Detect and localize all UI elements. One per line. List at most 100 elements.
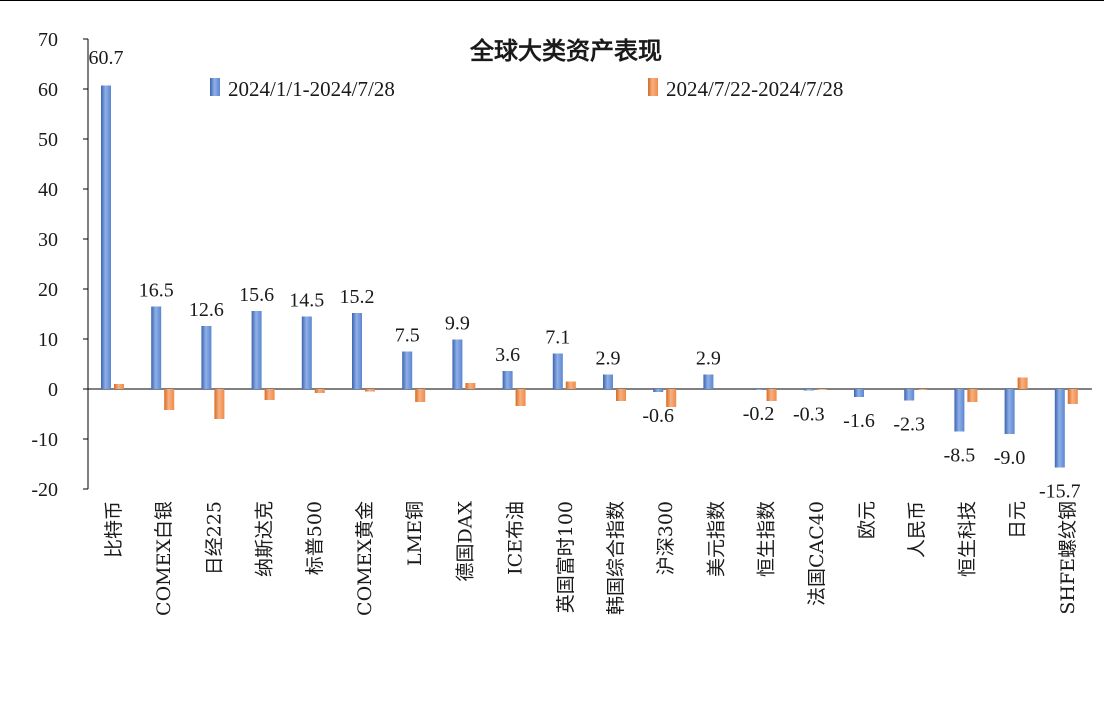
legend-label-series2: 2024/7/22-2024/7/28 — [666, 77, 843, 101]
data-label: -2.3 — [893, 414, 925, 436]
bar-series2-4 — [264, 389, 275, 400]
bar-series1-2 — [151, 306, 162, 389]
y-tick-label: -20 — [31, 479, 58, 501]
data-label: 15.2 — [340, 286, 375, 308]
data-label: -9.0 — [994, 447, 1026, 469]
legend: 2024/1/1-2024/7/28 2024/7/22-2024/7/28 — [210, 77, 843, 101]
category-label: 法国CAC40 — [806, 501, 828, 606]
data-label: -0.2 — [743, 403, 775, 425]
data-label: 14.5 — [289, 290, 324, 312]
data-label: 3.6 — [495, 344, 520, 366]
bar-series2-2 — [164, 389, 175, 410]
bar-series1-13 — [703, 374, 714, 389]
category-label: 人民币 — [906, 501, 928, 558]
bar-series1-20 — [1054, 389, 1065, 468]
data-label: -15.7 — [1039, 481, 1081, 503]
data-label: 2.9 — [696, 348, 721, 370]
bar-series1-11 — [603, 374, 613, 389]
category-label: ICE布油 — [505, 501, 527, 575]
category-label: 英国富时100 — [555, 501, 577, 613]
bar-series2-14 — [766, 389, 777, 401]
data-label: 7.5 — [395, 325, 420, 347]
bar-series2-18 — [967, 389, 978, 402]
bar-series2-20 — [1067, 389, 1078, 404]
data-label: -8.5 — [944, 445, 976, 467]
category-label: 比特币 — [103, 501, 125, 558]
bar-series2-12 — [666, 389, 677, 407]
bar-series1-4 — [251, 311, 262, 389]
bar-series1-12 — [653, 389, 664, 392]
data-label: 12.6 — [189, 299, 224, 321]
data-label: -1.6 — [843, 410, 875, 432]
bar-series1-8 — [452, 339, 463, 389]
bar-series2-3 — [214, 389, 225, 419]
category-label: 日元 — [1007, 501, 1029, 539]
y-tick-label: 70 — [38, 29, 58, 51]
category-label: COMEX黄金 — [354, 501, 376, 616]
bar-series2-6 — [365, 389, 375, 392]
bar-series2-9 — [515, 389, 526, 406]
bar-series2-10 — [565, 381, 576, 389]
data-label: 15.6 — [239, 284, 274, 306]
bar-series2-1 — [114, 384, 124, 389]
category-label: 纳斯达克 — [254, 501, 276, 577]
data-label: 16.5 — [139, 280, 174, 302]
data-label: 9.9 — [445, 313, 470, 335]
y-tick-label: 0 — [48, 379, 58, 401]
bar-series1-10 — [552, 353, 563, 389]
data-label: 7.1 — [545, 327, 570, 349]
data-label: 60.7 — [89, 47, 124, 69]
data-labels: 60.7 16.5 12.6 15.6 14.5 15.2 7.5 9.9 3.6 7.1 2.9 -… — [89, 47, 1081, 503]
category-label: 标普500 — [304, 501, 326, 575]
category-labels: 比特币 COMEX白银 日经225 纳斯达克 标普500 COMEX黄金 LME铜 德国DAX… — [103, 501, 1079, 616]
bar-series1-18 — [954, 389, 965, 432]
axes: 70 60 50 40 30 20 10 0 -10 -20 — [31, 29, 1092, 501]
bar-series2-8 — [465, 383, 476, 389]
bar-series1-6 — [352, 313, 362, 389]
bar-series2-7 — [415, 389, 426, 402]
bar-series1-19 — [1004, 389, 1015, 434]
bar-series1-16 — [854, 389, 864, 397]
y-tick-label: 50 — [38, 129, 58, 151]
bar-series1-5 — [301, 316, 312, 389]
category-label: 韩国综合指数 — [605, 501, 627, 615]
bars — [101, 85, 1078, 468]
legend-swatch-series2 — [648, 78, 658, 96]
bar-series1-15 — [803, 389, 814, 391]
bar-series1-9 — [502, 371, 513, 389]
category-label: COMEX白银 — [153, 501, 175, 616]
legend-label-series1: 2024/1/1-2024/7/28 — [228, 77, 395, 101]
bar-series2-17 — [917, 389, 928, 390]
y-tick-label: -10 — [31, 429, 58, 451]
data-label: -0.3 — [793, 404, 825, 426]
y-tick-label: 10 — [38, 329, 58, 351]
bar-series1-3 — [201, 326, 212, 389]
category-label: 美元指数 — [705, 501, 727, 577]
bar-series2-5 — [314, 389, 325, 393]
bar-series1-17 — [904, 389, 915, 401]
category-label: 德国DAX — [454, 501, 476, 582]
bar-series1-1 — [101, 85, 111, 389]
y-tick-label: 40 — [38, 179, 58, 201]
y-tick-label: 20 — [38, 279, 58, 301]
bar-series1-7 — [402, 351, 413, 389]
y-tick-label: 60 — [38, 79, 58, 101]
category-label: 日经225 — [203, 501, 225, 575]
bar-series2-19 — [1017, 377, 1028, 389]
data-label: 2.9 — [596, 348, 621, 370]
category-label: LME铜 — [404, 501, 426, 566]
category-label: 沪深300 — [655, 501, 677, 575]
category-label: SHFE螺纹钢 — [1057, 501, 1079, 615]
y-tick-label: 30 — [38, 229, 58, 251]
legend-swatch-series1 — [210, 78, 220, 96]
chart-title: 全球大类资产表现 — [469, 37, 662, 65]
category-label: 欧元 — [856, 501, 878, 539]
bar-series2-15 — [816, 389, 827, 390]
bar-series2-11 — [616, 389, 626, 401]
data-label: -0.6 — [642, 405, 674, 427]
category-label: 恒生科技 — [956, 501, 978, 577]
bar-series1-14 — [753, 389, 764, 390]
category-label: 恒生指数 — [756, 501, 778, 577]
